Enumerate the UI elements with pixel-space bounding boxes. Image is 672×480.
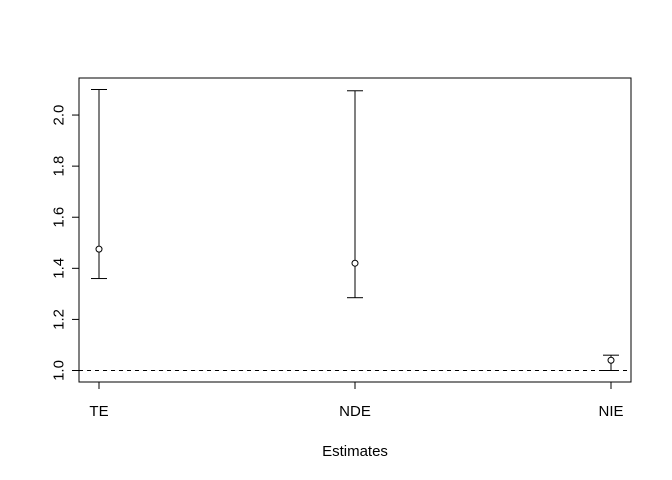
x-tick-label: NDE bbox=[339, 403, 371, 420]
error-bar-nde bbox=[347, 90, 363, 299]
x-axis-title: Estimates bbox=[322, 443, 388, 460]
estimate-point-nde bbox=[351, 259, 359, 267]
x-tick-label: NIE bbox=[598, 403, 623, 420]
estimate-point-te bbox=[95, 245, 103, 253]
y-axis: 1.0 1.2 1.4 1.6 1.8 2.0 bbox=[51, 105, 80, 381]
y-tick-label: 1.4 bbox=[51, 258, 68, 279]
y-tick-label: 1.6 bbox=[51, 207, 68, 228]
y-tick-label: 2.0 bbox=[51, 105, 68, 126]
y-tick-label: 1.0 bbox=[51, 360, 68, 381]
y-tick-label: 1.8 bbox=[51, 156, 68, 177]
estimate-point-nie bbox=[607, 356, 615, 364]
error-bar-te bbox=[91, 88, 107, 280]
x-axis: TE NDE NIE bbox=[89, 381, 624, 420]
error-bar-nie bbox=[603, 354, 619, 372]
y-tick-label: 1.2 bbox=[51, 309, 68, 330]
x-tick-label: TE bbox=[89, 403, 108, 420]
points-layer bbox=[91, 88, 619, 372]
